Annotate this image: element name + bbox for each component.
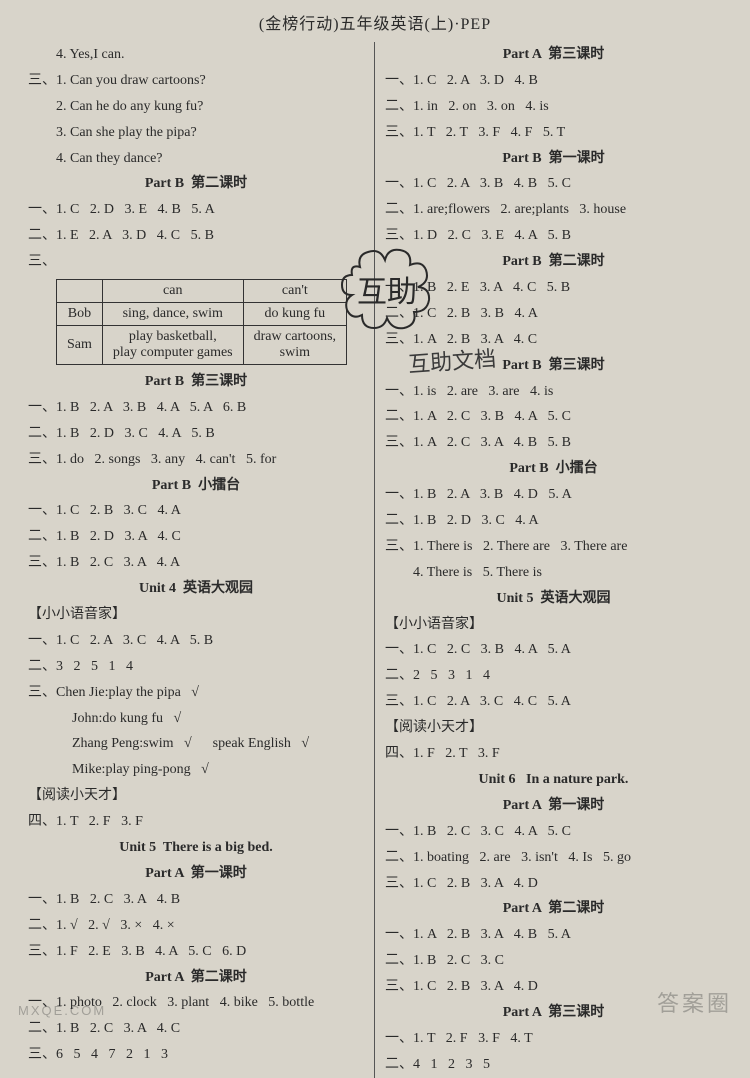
- text-line: 二、1. √ 2. √ 3. × 4. ×: [28, 913, 364, 939]
- text-line: 三、1. C 2. B 3. A 4. D: [385, 871, 722, 897]
- text-line: Part B 第三课时: [385, 353, 722, 379]
- text-line: 一、1. B 2. E 3. A 4. C 5. B: [385, 275, 722, 301]
- text-line: 4. Yes,I can.: [28, 42, 364, 68]
- text-line: Part B 第一课时: [385, 146, 722, 172]
- text-line: 【阅读小天才】: [28, 783, 364, 809]
- text-line: 三、6 5 4 7 2 1 3: [28, 1042, 364, 1068]
- text-line: 四、1. F 2. T 3. F: [385, 741, 722, 767]
- text-line: 三、1. do 2. songs 3. any 4. can't 5. for: [28, 447, 364, 473]
- text-line: 一、1. B 2. C 3. A 4. B: [28, 887, 364, 913]
- text-line: 三、1. T 2. T 3. F 4. F 5. T: [385, 120, 722, 146]
- text-line: 三、1. There is 2. There are 3. There are: [385, 534, 722, 560]
- text-line: 一、1. C 2. C 3. B 4. A 5. A: [385, 637, 722, 663]
- text-line: 二、1. A 2. C 3. B 4. A 5. C: [385, 404, 722, 430]
- text-line: 二、3 2 5 1 4: [28, 654, 364, 680]
- watermark-left: MXQE.COM: [18, 1003, 106, 1018]
- text-line: 4. Can they dance?: [28, 146, 364, 172]
- text-line: 一、1. C 2. A 3. D 4. B: [385, 68, 722, 94]
- columns: 4. Yes,I can.三、1. Can you draw cartoons?…: [18, 42, 732, 1078]
- text-line: 三、: [28, 249, 364, 275]
- text-line: Zhang Peng:swim √ speak English √: [28, 731, 364, 757]
- table-cell: Sam: [57, 326, 103, 365]
- text-line: 二、1. in 2. on 3. on 4. is: [385, 94, 722, 120]
- text-line: 三、1. A 2. C 3. A 4. B 5. B: [385, 430, 722, 456]
- text-line: Unit 4 英语大观园: [28, 576, 364, 602]
- text-line: 一、1. is 2. are 3. are 4. is: [385, 379, 722, 405]
- text-line: 四、1. T 2. F 3. F: [28, 809, 364, 835]
- text-line: Part B 第三课时: [28, 369, 364, 395]
- table-head-cell: can't: [243, 280, 346, 303]
- text-line: Mike:play ping-pong √: [28, 757, 364, 783]
- text-line: Unit 6 In a nature park.: [385, 767, 722, 793]
- text-line: Part A 第二课时: [28, 965, 364, 991]
- text-line: 二、4 1 2 3 5: [385, 1052, 722, 1078]
- text-line: Part B 小擂台: [385, 456, 722, 482]
- text-line: 3. Can she play the pipa?: [28, 120, 364, 146]
- text-line: 三、1. D 2. C 3. E 4. A 5. B: [385, 223, 722, 249]
- text-line: 一、1. T 2. F 3. F 4. T: [385, 1026, 722, 1052]
- text-line: Part A 第二课时: [385, 896, 722, 922]
- text-line: 一、1. B 2. C 3. C 4. A 5. C: [385, 819, 722, 845]
- text-line: 一、1. A 2. B 3. A 4. B 5. A: [385, 922, 722, 948]
- text-line: 二、2 5 3 1 4: [385, 663, 722, 689]
- text-line: Unit 5 英语大观园: [385, 586, 722, 612]
- text-line: 2. Can he do any kung fu?: [28, 94, 364, 120]
- table-cell: draw cartoons,swim: [243, 326, 346, 365]
- text-line: 三、1. F 2. E 3. B 4. A 5. C 6. D: [28, 939, 364, 965]
- text-line: 【阅读小天才】: [385, 715, 722, 741]
- text-line: 一、1. C 2. D 3. E 4. B 5. A: [28, 197, 364, 223]
- text-line: Unit 5 There is a big bed.: [28, 835, 364, 861]
- text-line: 二、1. boating 2. are 3. isn't 4. Is 5. go: [385, 845, 722, 871]
- text-line: 三、Chen Jie:play the pipa √: [28, 680, 364, 706]
- text-line: Part B 小擂台: [28, 473, 364, 499]
- right-column: Part A 第三课时一、1. C 2. A 3. D 4. B二、1. in …: [375, 42, 732, 1078]
- text-line: 三、1. C 2. A 3. C 4. C 5. A: [385, 689, 722, 715]
- table-cell: sing, dance, swim: [102, 303, 243, 326]
- text-line: 二、1. E 2. A 3. D 4. C 5. B: [28, 223, 364, 249]
- text-line: 【小小语音家】: [28, 602, 364, 628]
- text-line: 二、1. C 2. B 3. B 4. A: [385, 301, 722, 327]
- text-line: 三、1. B 2. C 3. A 4. A: [28, 550, 364, 576]
- text-line: 一、1. B 2. A 3. B 4. A 5. A 6. B: [28, 395, 364, 421]
- text-line: Part A 第一课时: [28, 861, 364, 887]
- text-line: 一、1. C 2. B 3. C 4. A: [28, 498, 364, 524]
- text-line: 二、1. are;flowers 2. are;plants 3. house: [385, 197, 722, 223]
- text-line: 一、1. B 2. A 3. B 4. D 5. A: [385, 482, 722, 508]
- text-line: 二、1. B 2. C 3. C: [385, 948, 722, 974]
- text-line: 二、1. B 2. D 3. A 4. C: [28, 524, 364, 550]
- left-column: 4. Yes,I can.三、1. Can you draw cartoons?…: [18, 42, 375, 1078]
- text-line: 【小小语音家】: [385, 612, 722, 638]
- text-line: 三、1. Can you draw cartoons?: [28, 68, 364, 94]
- table-head-cell: can: [102, 280, 243, 303]
- text-line: 4. There is 5. There is: [385, 560, 722, 586]
- text-line: 三、1. A 2. B 3. A 4. C: [385, 327, 722, 353]
- page-header: (金榜行动)五年级英语(上)·PEP: [18, 10, 732, 34]
- table-head-cell: [57, 280, 103, 303]
- text-line: 二、1. B 2. D 3. C 4. A: [385, 508, 722, 534]
- table-cell: do kung fu: [243, 303, 346, 326]
- text-line: John:do kung fu √: [28, 706, 364, 732]
- table-cell: play basketball,play computer games: [102, 326, 243, 365]
- watermark-right: 答案圈: [657, 986, 732, 1018]
- text-line: 二、1. B 2. C 3. A 4. C: [28, 1016, 364, 1042]
- can-table: cancan't Bobsing, dance, swimdo kung fu Sa…: [56, 279, 347, 365]
- text-line: Part A 第一课时: [385, 793, 722, 819]
- text-line: Part B 第二课时: [28, 171, 364, 197]
- table-cell: Bob: [57, 303, 103, 326]
- text-line: Part B 第二课时: [385, 249, 722, 275]
- text-line: 一、1. C 2. A 3. C 4. A 5. B: [28, 628, 364, 654]
- text-line: 二、1. B 2. D 3. C 4. A 5. B: [28, 421, 364, 447]
- text-line: 一、1. C 2. A 3. B 4. B 5. C: [385, 171, 722, 197]
- text-line: Part A 第三课时: [385, 42, 722, 68]
